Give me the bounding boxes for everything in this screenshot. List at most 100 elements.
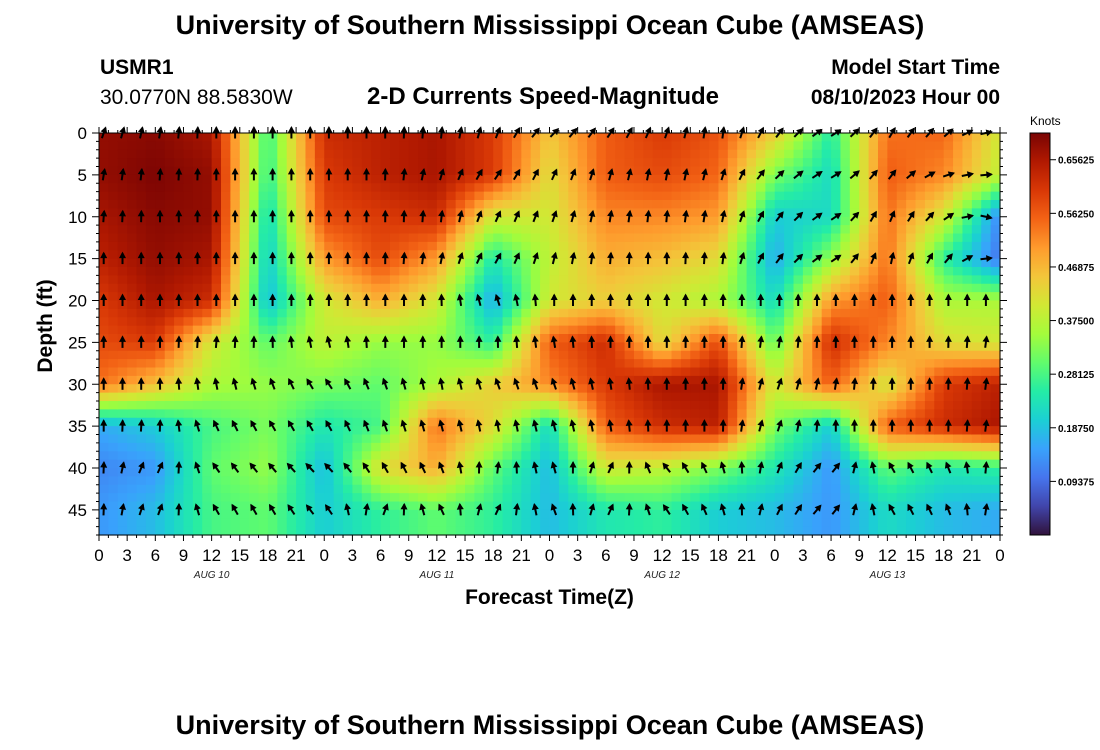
heatmap-cell — [990, 308, 1001, 318]
heatmap-cell — [427, 283, 438, 293]
heatmap-cell — [934, 275, 945, 285]
heatmap-cell — [746, 174, 757, 184]
heatmap-cell — [493, 526, 504, 536]
heatmap-cell — [446, 375, 457, 385]
heatmap-cell — [521, 191, 532, 201]
heatmap-cell — [380, 493, 391, 503]
heatmap-cell — [699, 509, 710, 519]
heatmap-cell — [418, 442, 429, 452]
heatmap-cell — [906, 509, 917, 519]
heatmap-cell — [183, 409, 194, 419]
heatmap-cell — [258, 350, 269, 360]
heatmap-cell — [784, 417, 795, 427]
heatmap-cell — [521, 292, 532, 302]
heatmap-cell — [230, 501, 241, 511]
heatmap-cell — [840, 191, 851, 201]
heatmap-cell — [596, 451, 607, 461]
heatmap-cell — [558, 334, 569, 343]
heatmap-cell — [746, 300, 757, 310]
heatmap-cell — [774, 200, 785, 209]
heatmap-cell — [896, 183, 907, 193]
heatmap-cell — [859, 509, 870, 519]
heatmap-cell — [577, 250, 588, 260]
heatmap-cell — [455, 442, 466, 452]
heatmap-cell — [286, 158, 297, 168]
heatmap-cell — [314, 267, 325, 276]
heatmap-cell — [99, 367, 109, 377]
heatmap-cell — [530, 350, 541, 360]
heatmap-cell — [117, 275, 128, 285]
heatmap-cell — [943, 367, 954, 377]
heatmap-cell — [493, 233, 504, 243]
heatmap-cell — [502, 509, 513, 519]
heatmap-cell — [962, 233, 973, 243]
heatmap-cell — [183, 191, 194, 201]
heatmap-cell — [924, 183, 935, 193]
heatmap-cell — [221, 367, 231, 377]
heatmap-cell — [981, 484, 992, 494]
heatmap-cell — [840, 267, 851, 276]
heatmap-cell — [831, 459, 842, 469]
heatmap-cell — [774, 158, 785, 168]
heatmap-cell — [615, 216, 626, 226]
heatmap-cell — [221, 375, 231, 385]
heatmap-cell — [127, 501, 138, 511]
heatmap-cell — [709, 359, 720, 369]
heatmap-cell — [446, 526, 457, 536]
heatmap-cell — [877, 509, 888, 519]
heatmap-cell — [380, 283, 391, 293]
heatmap-cell — [812, 468, 823, 477]
current-vector-head — [682, 168, 690, 176]
heatmap-cell — [183, 166, 194, 176]
heatmap-cell — [821, 308, 832, 318]
heatmap-cell — [558, 275, 569, 285]
heatmap-cell — [333, 434, 344, 444]
heatmap-cell — [136, 401, 147, 410]
heatmap-cell — [371, 451, 382, 461]
heatmap-cell — [746, 367, 757, 377]
heatmap-cell — [389, 275, 400, 285]
heatmap-cell — [680, 442, 691, 452]
heatmap-cell — [277, 451, 288, 461]
heatmap-cell — [343, 409, 354, 419]
heatmap-cell — [765, 133, 776, 142]
heatmap-cell — [117, 267, 128, 276]
heatmap-cell — [427, 308, 438, 318]
heatmap-cell — [699, 149, 710, 159]
heatmap-cell — [774, 250, 785, 260]
heatmap-cell — [155, 484, 166, 494]
current-vector-arrow — [811, 170, 823, 179]
heatmap-cell — [934, 509, 945, 519]
heatmap-cell — [352, 350, 363, 360]
heatmap-cell — [380, 200, 391, 209]
heatmap-cell — [136, 359, 147, 369]
heatmap-cell — [859, 216, 870, 226]
heatmap-cell — [831, 325, 842, 335]
heatmap-cell — [483, 493, 494, 503]
heatmap-cell — [108, 208, 119, 218]
current-vector-arrow — [793, 170, 804, 180]
heatmap-cell — [343, 493, 354, 503]
heatmap-cell — [859, 250, 870, 260]
heatmap-cell — [755, 267, 766, 276]
heatmap-cell — [230, 158, 241, 168]
heatmap-cell — [746, 384, 757, 394]
heatmap-cell — [577, 308, 588, 318]
heatmap-cell — [549, 367, 560, 377]
heatmap-cell — [136, 451, 147, 461]
heatmap-cell — [333, 317, 344, 327]
heatmap-cell — [812, 384, 823, 394]
heatmap-cell — [108, 375, 119, 385]
heatmap-cell — [765, 325, 776, 335]
heatmap-cell — [474, 451, 485, 461]
heatmap-cell — [127, 258, 138, 268]
heatmap-cell — [652, 476, 663, 486]
heatmap-cell — [418, 191, 429, 201]
heatmap-cell — [587, 183, 598, 193]
heatmap-cell — [831, 241, 842, 251]
heatmap-cell — [239, 258, 250, 268]
heatmap-cell — [371, 468, 382, 477]
heatmap-cell — [615, 258, 626, 268]
heatmap-cell — [239, 501, 250, 511]
heatmap-cell — [971, 317, 982, 327]
